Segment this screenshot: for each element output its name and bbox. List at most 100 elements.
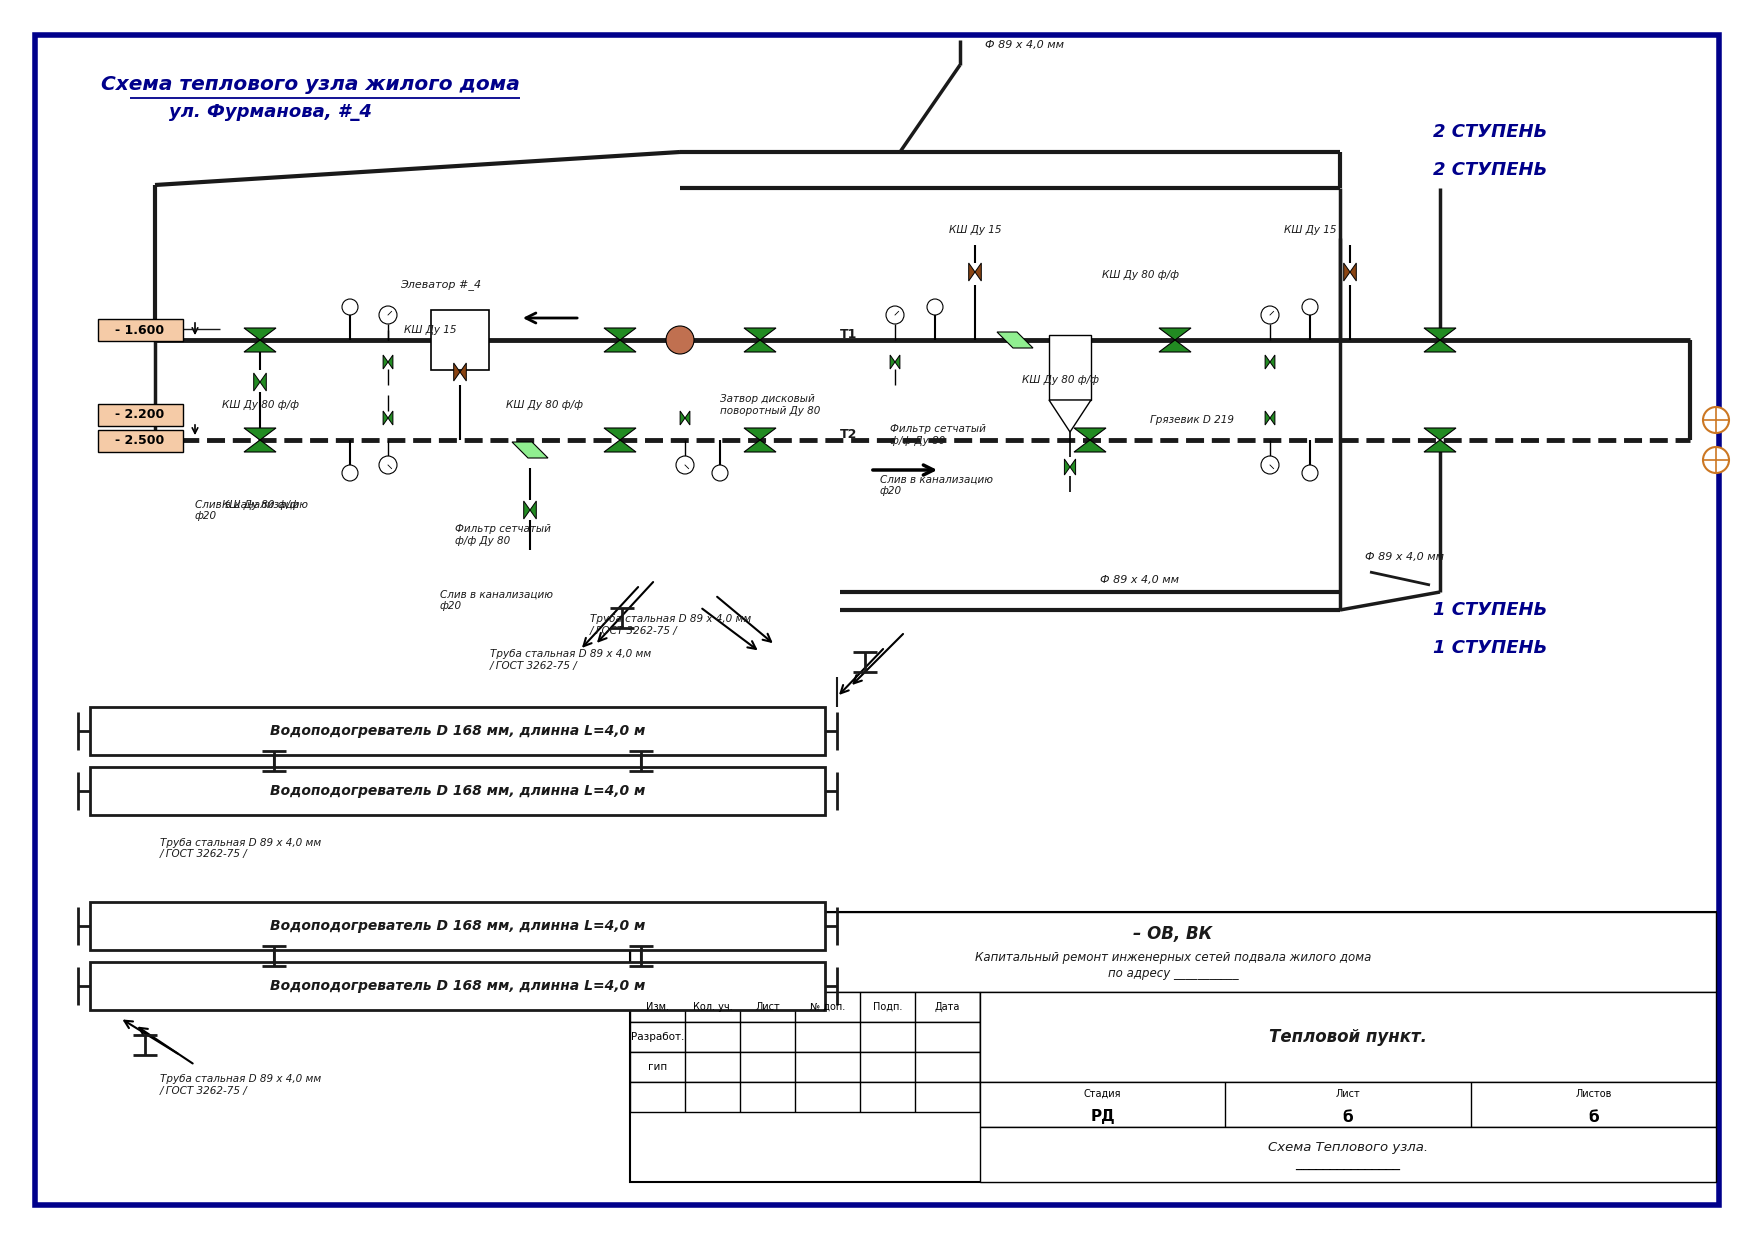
Text: Фильтр сетчатый
ф/ф Ду 80: Фильтр сетчатый ф/ф Ду 80: [889, 424, 986, 446]
Polygon shape: [244, 329, 275, 340]
Circle shape: [342, 465, 358, 481]
Text: Ф 89 х 4,0 мм: Ф 89 х 4,0 мм: [1365, 552, 1444, 562]
Text: Фильтр сетчатый
ф/ф Ду 80: Фильтр сетчатый ф/ф Ду 80: [454, 525, 551, 546]
Circle shape: [886, 306, 903, 324]
Bar: [1049, 335, 1091, 401]
Text: Дата: Дата: [935, 1002, 959, 1012]
Text: Водоподогреватель D 168 мм, длинна L=4,0 м: Водоподогреватель D 168 мм, длинна L=4,0…: [270, 784, 645, 799]
Text: КШ Ду 80 ф/ф: КШ Ду 80 ф/ф: [1021, 374, 1098, 384]
Text: Труба стальная D 89 х 4,0 мм
/ ГОСТ 3262-75 /: Труба стальная D 89 х 4,0 мм / ГОСТ 3262…: [160, 1074, 321, 1096]
Text: Водоподогреватель D 168 мм, длинна L=4,0 м: Водоподогреватель D 168 мм, длинна L=4,0…: [270, 919, 645, 932]
Bar: [630, 911, 1715, 992]
Polygon shape: [889, 355, 895, 370]
Circle shape: [675, 456, 695, 474]
Polygon shape: [1351, 263, 1356, 281]
Text: РД: РД: [1091, 1110, 1116, 1125]
Text: ул. Фурманова, #_4: ул. Фурманова, #_4: [168, 103, 372, 122]
Text: № доп.: № доп.: [810, 1002, 845, 1012]
Circle shape: [379, 456, 396, 474]
Text: КШ Ду 15: КШ Ду 15: [403, 325, 456, 335]
Polygon shape: [1424, 329, 1456, 340]
Text: Кол. уч.: Кол. уч.: [693, 1002, 733, 1012]
Text: 1 СТУПЕНЬ: 1 СТУПЕНЬ: [1433, 639, 1547, 657]
Polygon shape: [996, 332, 1033, 348]
Text: Ф 89 х 4,0 мм: Ф 89 х 4,0 мм: [1100, 575, 1179, 585]
Polygon shape: [388, 355, 393, 370]
Polygon shape: [254, 373, 260, 391]
Text: 2 СТУПЕНЬ: 2 СТУПЕНЬ: [1433, 123, 1547, 141]
Text: Разработ.: Разработ.: [631, 1032, 684, 1042]
Polygon shape: [1424, 440, 1456, 453]
Text: Тепловой пункт.: Тепловой пункт.: [1268, 1028, 1428, 1047]
Text: КШ Ду 15: КШ Ду 15: [1284, 224, 1337, 236]
Bar: [630, 1022, 980, 1052]
Polygon shape: [1065, 459, 1070, 475]
Circle shape: [1703, 446, 1729, 472]
Polygon shape: [382, 410, 388, 425]
Circle shape: [1301, 299, 1317, 315]
Circle shape: [667, 326, 695, 353]
Polygon shape: [454, 363, 460, 381]
Circle shape: [1703, 407, 1729, 433]
Polygon shape: [512, 441, 547, 458]
Polygon shape: [382, 355, 388, 370]
Text: - 1.600: - 1.600: [116, 324, 165, 336]
Text: _______________: _______________: [1296, 1157, 1400, 1171]
Text: КШ Ду 80 ф/ф: КШ Ду 80 ф/ф: [507, 401, 584, 410]
Text: Изм.: Изм.: [645, 1002, 668, 1012]
Polygon shape: [1159, 329, 1191, 340]
Bar: [630, 992, 980, 1022]
Polygon shape: [524, 501, 530, 520]
Text: – ОВ, ВК: – ОВ, ВК: [1133, 925, 1212, 942]
Circle shape: [379, 306, 396, 324]
Text: Стадия: Стадия: [1084, 1089, 1121, 1099]
Text: Схема теплового узла жилого дома: Схема теплового узла жилого дома: [100, 76, 519, 94]
Text: Грязевик D 219: Грязевик D 219: [1151, 415, 1235, 425]
Text: по адресу ___________: по адресу ___________: [1109, 967, 1238, 981]
Polygon shape: [1344, 263, 1351, 281]
Polygon shape: [244, 340, 275, 352]
Polygon shape: [1424, 340, 1456, 352]
Text: Лист: Лист: [756, 1002, 781, 1012]
Polygon shape: [686, 410, 689, 425]
Text: Капитальный ремонт инженерных сетей подвала жилого дома: Капитальный ремонт инженерных сетей подв…: [975, 951, 1372, 963]
Polygon shape: [895, 355, 900, 370]
Text: КШ Ду 80 ф/ф: КШ Ду 80 ф/ф: [1102, 270, 1179, 280]
Text: 2 СТУПЕНЬ: 2 СТУПЕНЬ: [1433, 161, 1547, 179]
Polygon shape: [744, 329, 775, 340]
Circle shape: [342, 299, 358, 315]
Bar: [980, 1127, 1715, 1182]
Bar: [89, 768, 824, 815]
Polygon shape: [1424, 428, 1456, 440]
Bar: [980, 992, 1715, 1083]
Polygon shape: [1073, 440, 1107, 453]
Polygon shape: [1265, 410, 1270, 425]
Text: Подп.: Подп.: [873, 1002, 902, 1012]
Bar: [89, 962, 824, 1011]
Circle shape: [1261, 306, 1279, 324]
Polygon shape: [260, 373, 267, 391]
Polygon shape: [681, 410, 686, 425]
Polygon shape: [603, 329, 637, 340]
Polygon shape: [1070, 459, 1075, 475]
Polygon shape: [968, 263, 975, 281]
Text: Труба стальная D 89 х 4,0 мм
/ ГОСТ 3262-75 /: Труба стальная D 89 х 4,0 мм / ГОСТ 3262…: [589, 614, 751, 636]
Text: Слив в канализацию
ф20: Слив в канализацию ф20: [440, 589, 553, 611]
Polygon shape: [1049, 401, 1091, 432]
Bar: [630, 911, 1715, 1182]
Bar: [89, 707, 824, 755]
Polygon shape: [388, 410, 393, 425]
Circle shape: [928, 299, 944, 315]
Bar: [630, 1083, 980, 1112]
Bar: [431, 310, 489, 370]
Text: Листов: Листов: [1575, 1089, 1612, 1099]
Polygon shape: [603, 340, 637, 352]
Text: - 2.200: - 2.200: [116, 408, 165, 422]
Circle shape: [1301, 465, 1317, 481]
Text: Слив в канализацию
ф20: Слив в канализацию ф20: [195, 500, 309, 521]
Polygon shape: [1073, 428, 1107, 440]
Polygon shape: [1270, 355, 1275, 370]
Text: Элеватор #_4: Элеватор #_4: [400, 279, 481, 290]
Text: КШ Ду 80 ф/ф: КШ Ду 80 ф/ф: [221, 500, 298, 510]
Text: Слив в канализацию
ф20: Слив в канализацию ф20: [881, 474, 993, 496]
